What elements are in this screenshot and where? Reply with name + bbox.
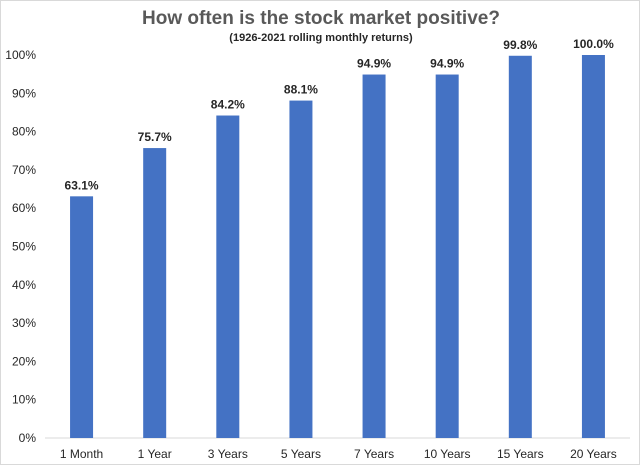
bar [289, 100, 313, 439]
bar [143, 148, 167, 438]
chart-title: How often is the stock market positive? [142, 8, 500, 29]
bar-data-label: 94.9% [357, 57, 391, 71]
bar-data-label: 100.0% [573, 37, 614, 51]
bar [70, 196, 94, 438]
bar [435, 74, 459, 439]
x-tick-label: 1 Month [60, 447, 103, 461]
y-tick-label: 20% [12, 354, 36, 368]
bar [581, 55, 605, 438]
x-tick-label: 15 Years [497, 447, 544, 461]
y-tick-label: 60% [12, 201, 36, 215]
bar-data-label: 94.9% [430, 57, 464, 71]
bar-data-label: 88.1% [284, 83, 318, 97]
y-tick-label: 100% [5, 48, 36, 62]
y-tick-label: 40% [12, 278, 36, 292]
x-tick-label: 1 Year [138, 447, 172, 461]
bar [216, 115, 240, 438]
data-labels: 63.1% 75.7% 84.2% 88.1% 94.9% 94.9% 99.8% 100.0… [65, 37, 615, 192]
y-tick-label: 50% [12, 240, 36, 254]
y-tick-label: 30% [12, 316, 36, 330]
y-tick-label: 10% [12, 393, 36, 407]
bar [508, 55, 532, 439]
x-tick-label: 5 Years [281, 447, 321, 461]
bar-data-label: 99.8% [503, 38, 537, 52]
y-tick-label: 70% [12, 163, 36, 177]
bar-data-label: 75.7% [138, 130, 172, 144]
y-tick-label: 0% [19, 431, 37, 445]
x-tick-label: 10 Years [424, 447, 471, 461]
y-tick-label: 80% [12, 125, 36, 139]
y-tick-label: 90% [12, 86, 36, 100]
x-tick-label: 3 Years [208, 447, 248, 461]
bars [70, 55, 605, 439]
chart-subtitle: (1926-2021 rolling monthly returns) [229, 32, 413, 44]
bar [362, 74, 386, 439]
x-tick-label: 20 Years [570, 447, 617, 461]
x-tick-label: 7 Years [354, 447, 394, 461]
bar-data-label: 63.1% [65, 178, 99, 192]
y-axis-ticks: 0% 10% 20% 30% 40% 50% 60% 70% 80% 90% 100% [5, 48, 36, 445]
bar-data-label: 84.2% [211, 98, 245, 112]
x-axis-ticks: 1 Month 1 Year 3 Years 5 Years 7 Years 10 Yea… [60, 447, 617, 461]
